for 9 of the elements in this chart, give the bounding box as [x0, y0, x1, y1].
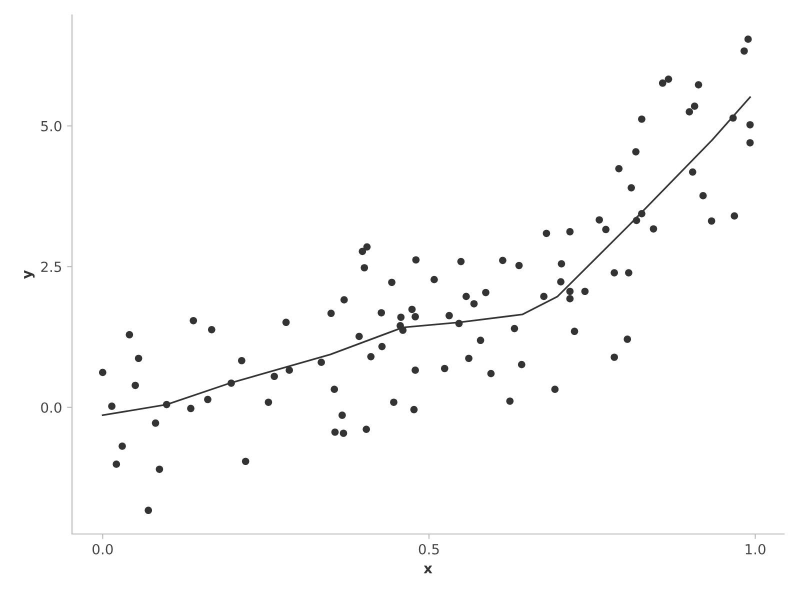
x-tick-label: 0.5	[418, 544, 439, 554]
line-series	[102, 96, 751, 416]
x-tick-label: 0.0	[92, 544, 113, 554]
y-axis-title: y	[24, 270, 35, 279]
y-tick-label: 5.0	[41, 120, 62, 132]
y-tick-label: 0.0	[41, 402, 62, 413]
y-tick-label: 2.5	[41, 262, 62, 272]
x-axis-title: x	[424, 566, 432, 574]
x-tick-label: 1.0	[746, 544, 766, 554]
